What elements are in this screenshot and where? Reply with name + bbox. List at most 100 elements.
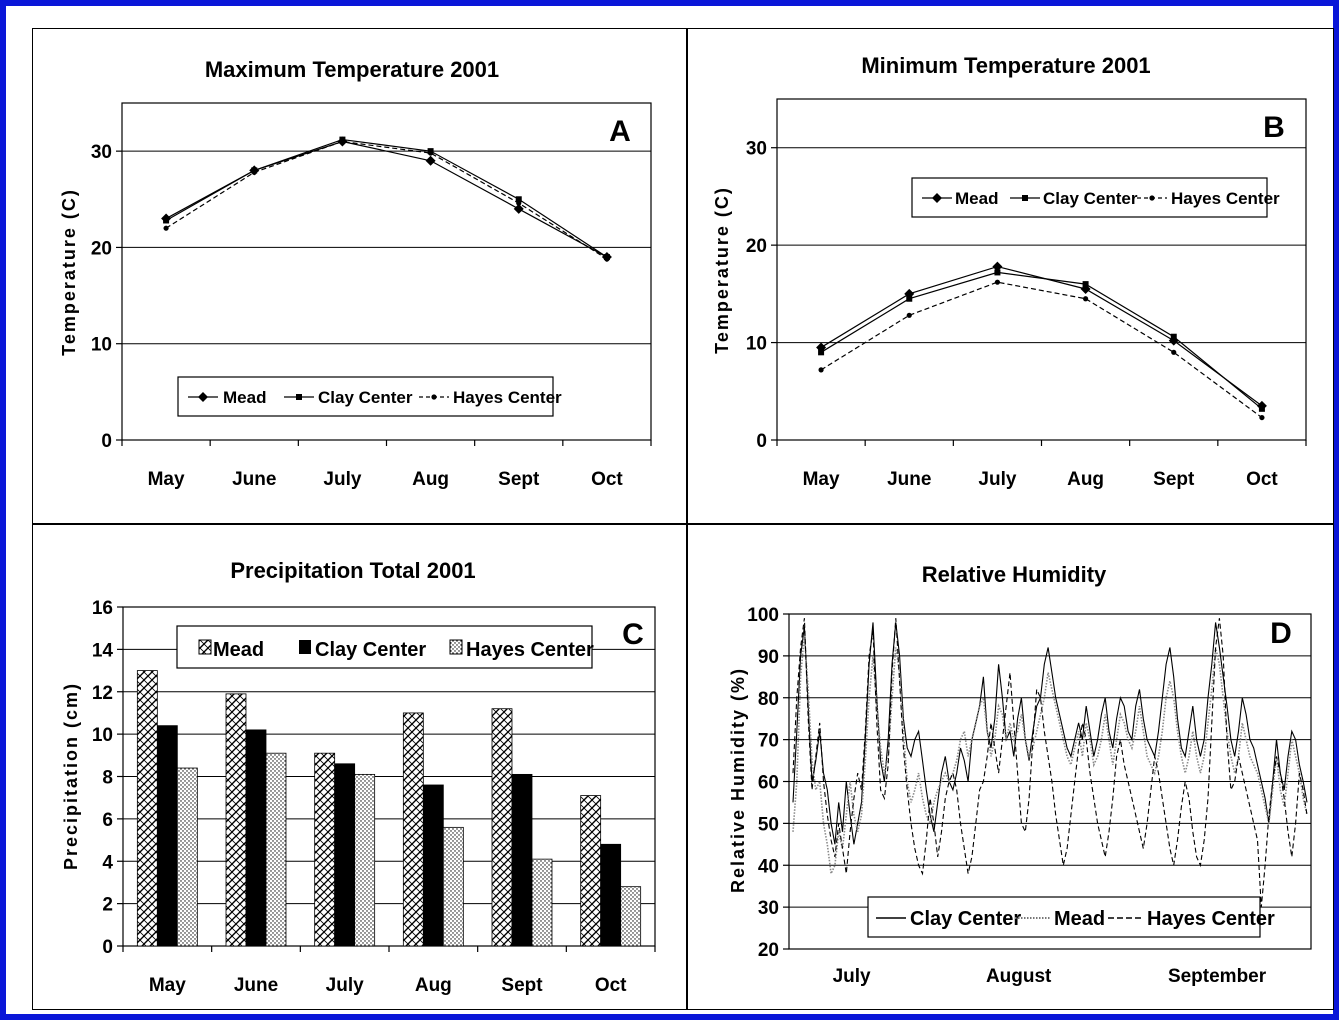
- point-b-clay-center: [818, 349, 825, 356]
- bar-clay-center-may: [156, 725, 178, 947]
- x-tick-label-b: Aug: [1067, 469, 1104, 490]
- series-line-b-hayes-center: [820, 281, 1263, 419]
- x-tick-label-c: May: [149, 975, 186, 996]
- y-tick-label-d: 70: [758, 731, 779, 752]
- y-tick-label-d: 40: [758, 856, 779, 877]
- svg-text:Clay Center: Clay Center: [1043, 189, 1138, 208]
- x-tick-label-b: July: [978, 469, 1016, 490]
- bar-hayes-center-aug: [442, 826, 464, 947]
- y-tick-label-a: 0: [101, 431, 112, 452]
- bar-hayes-center-sept: [531, 858, 553, 947]
- bar-mead-may: [136, 670, 158, 947]
- x-tick-label-d: August: [986, 966, 1052, 987]
- legend-item-mead-b: Mead: [922, 189, 998, 208]
- legend-item-clay-center-b: Clay Center: [1010, 189, 1138, 208]
- x-tick-label-b: June: [887, 469, 931, 490]
- bar-hayes-center-june: [265, 752, 287, 947]
- panel-divider-horizontal: [32, 523, 1334, 525]
- legend-d: Clay Center Mead Hayes Center: [867, 896, 1275, 938]
- bar-clay-center-july: [334, 763, 356, 947]
- point-a-mead: [513, 203, 524, 214]
- bar-mead-sept: [491, 708, 513, 947]
- point-b-clay-center: [1170, 333, 1177, 340]
- series-line-a-clay-center: [165, 138, 608, 258]
- x-tick-label-a: Oct: [591, 469, 623, 490]
- bar-hayes-center-oct: [620, 886, 642, 947]
- point-b-clay-center: [994, 269, 1001, 276]
- y-tick-label-c: 10: [92, 725, 113, 746]
- y-tick-label-c: 14: [92, 640, 114, 661]
- x-tick-label-c: Aug: [415, 975, 452, 996]
- x-tick-label-d: September: [1168, 966, 1267, 987]
- legend-item-clay-center-d: Clay Center: [876, 908, 1021, 930]
- point-a-hayes-center: [339, 138, 346, 145]
- svg-text:Mead: Mead: [955, 189, 998, 208]
- point-b-hayes-center: [1171, 349, 1177, 355]
- bar-clay-center-june: [245, 729, 267, 947]
- y-tick-label-c: 12: [92, 683, 113, 704]
- y-tick-label-b: 10: [746, 334, 767, 355]
- point-b-clay-center: [1258, 405, 1265, 412]
- y-tick-label-a: 30: [91, 142, 112, 163]
- series-line-d-hayes-center: [792, 618, 1308, 908]
- x-tick-label-d: July: [833, 966, 871, 987]
- point-a-hayes-center: [516, 200, 522, 206]
- bar-hayes-center-may: [176, 767, 198, 947]
- chart-title-a: Maximum Temperature 2001: [205, 57, 499, 82]
- x-tick-label-c: Sept: [501, 975, 543, 996]
- legend-c: Mead Clay Center Hayes Center: [176, 625, 594, 669]
- y-axis-label-b: Temperature (C): [712, 186, 732, 354]
- point-a-hayes-center: [251, 169, 257, 175]
- legend-item-clay-center-a: Clay Center: [284, 388, 413, 407]
- svg-text:Hayes Center: Hayes Center: [466, 639, 594, 661]
- point-b-clay-center: [1082, 281, 1089, 288]
- bar-clay-center-aug: [422, 784, 444, 947]
- y-tick-label-d: 50: [758, 814, 779, 835]
- bar-mead-oct: [580, 795, 602, 947]
- panel-divider-vertical: [686, 28, 688, 1010]
- bar-mead-aug: [402, 712, 424, 947]
- legend-item-mead-a: Mead: [188, 388, 266, 407]
- legend-item-hayes-center-c: Hayes Center: [449, 639, 594, 661]
- chart-title-b: Minimum Temperature 2001: [861, 53, 1150, 78]
- svg-text:Hayes Center: Hayes Center: [453, 388, 562, 407]
- svg-text:Clay Center: Clay Center: [318, 388, 413, 407]
- panel-letter-b: B: [1263, 111, 1285, 144]
- bar-hayes-center-july: [354, 773, 376, 947]
- point-b-hayes-center: [1259, 414, 1265, 421]
- bar-mead-july: [314, 752, 336, 947]
- svg-text:Hayes Center: Hayes Center: [1147, 908, 1275, 930]
- y-tick-label-c: 2: [102, 895, 113, 916]
- chart-title-d: Relative Humidity: [922, 562, 1107, 587]
- x-tick-label-a: July: [323, 469, 361, 490]
- legend-b: Mead Clay Center Hayes Center: [911, 177, 1280, 218]
- y-axis-label-c: Precipitation (cm): [61, 682, 81, 870]
- x-tick-label-a: Sept: [498, 469, 540, 490]
- point-b-clay-center: [906, 295, 913, 302]
- svg-text:Mead: Mead: [1054, 908, 1105, 930]
- y-axis-label-a: Temperature (C): [59, 188, 79, 356]
- point-a-mead: [425, 155, 436, 166]
- point-b-hayes-center: [994, 279, 1001, 285]
- panel-letter-d: D: [1270, 617, 1292, 650]
- y-tick-label-c: 6: [102, 810, 113, 831]
- y-tick-label-b: 0: [756, 431, 767, 452]
- x-tick-label-a: June: [232, 469, 276, 490]
- y-tick-label-b: 20: [746, 236, 767, 257]
- y-tick-label-c: 4: [102, 852, 113, 873]
- x-tick-label-a: May: [148, 469, 185, 490]
- y-tick-label-d: 90: [758, 647, 779, 668]
- point-a-hayes-center: [604, 256, 610, 262]
- svg-text:Clay Center: Clay Center: [910, 908, 1021, 930]
- svg-text:Mead: Mead: [213, 639, 264, 661]
- point-b-hayes-center: [906, 312, 912, 318]
- y-tick-label-a: 10: [91, 335, 112, 356]
- panel-letter-a: A: [609, 115, 631, 148]
- point-a-clay-center: [515, 196, 522, 203]
- x-tick-label-c: June: [234, 975, 278, 996]
- point-a-clay-center: [163, 217, 170, 224]
- y-tick-label-c: 8: [102, 768, 113, 789]
- x-tick-label-b: Oct: [1246, 469, 1278, 490]
- series-line-a-hayes-center: [165, 140, 608, 260]
